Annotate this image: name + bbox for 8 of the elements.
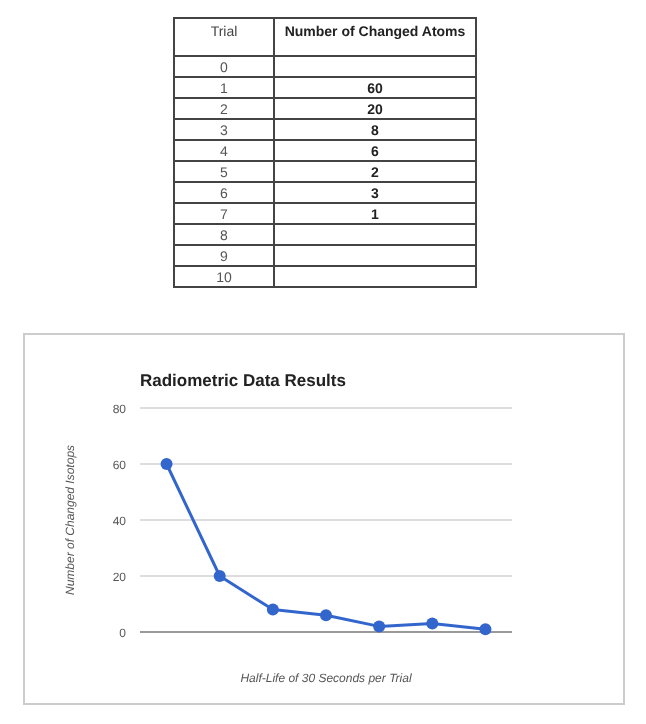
- point: [426, 617, 439, 630]
- point: [479, 623, 492, 636]
- point: [320, 609, 332, 622]
- point: [160, 458, 173, 470]
- point: [213, 570, 226, 582]
- point: [266, 603, 279, 616]
- chart-title: Radiometric Data Results: [140, 370, 347, 390]
- point: [373, 620, 386, 633]
